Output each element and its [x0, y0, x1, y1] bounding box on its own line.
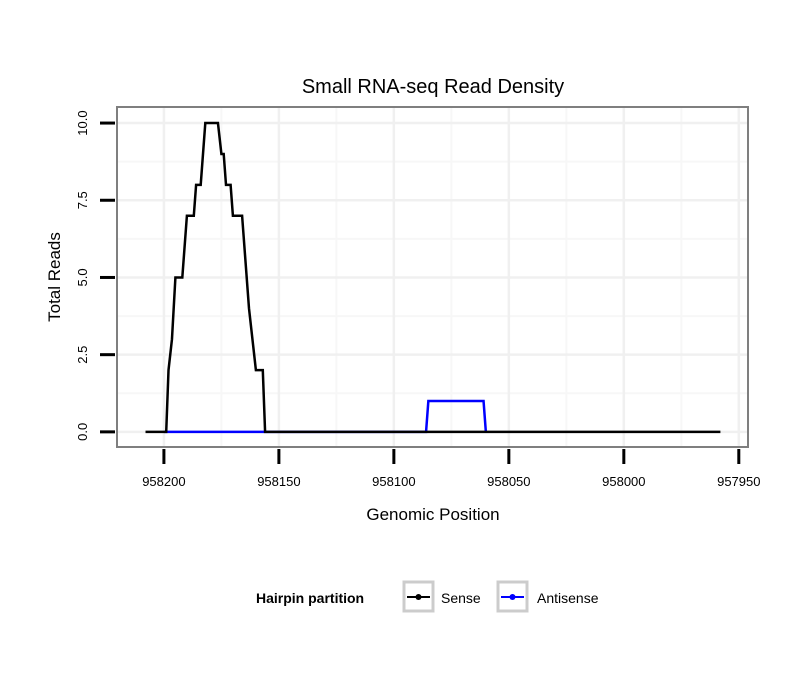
legend-title: Hairpin partition: [256, 590, 364, 606]
plot-border: [116, 106, 749, 448]
y-tick-label: 0.0: [75, 423, 90, 441]
x-tick-label: 958100: [372, 474, 415, 489]
y-tick-label: 5.0: [75, 268, 90, 286]
y-axis-label: Total Reads: [45, 232, 64, 322]
x-tick-label: 958200: [142, 474, 185, 489]
x-tick-label: 958000: [602, 474, 645, 489]
x-axis-label: Genomic Position: [366, 505, 499, 524]
series-line-sense: [145, 121, 721, 434]
chart-title: Small RNA-seq Read Density: [302, 76, 564, 98]
series-line-antisense: [163, 399, 488, 434]
x-tick-label: 958050: [487, 474, 530, 489]
legend-dot-antisense: [509, 594, 516, 600]
legend-dot-sense: [415, 594, 422, 600]
x-tick-label: 958150: [257, 474, 300, 489]
y-tick-label: 10.0: [75, 110, 90, 135]
x-tick-label: 957950: [717, 474, 760, 489]
legend-label-sense: Sense: [441, 590, 481, 606]
legend: Hairpin partition Sense Antisense: [256, 580, 599, 613]
y-tick-label: 7.5: [75, 191, 90, 209]
y-tick-label: 2.5: [75, 346, 90, 364]
legend-label-antisense: Antisense: [537, 590, 599, 606]
